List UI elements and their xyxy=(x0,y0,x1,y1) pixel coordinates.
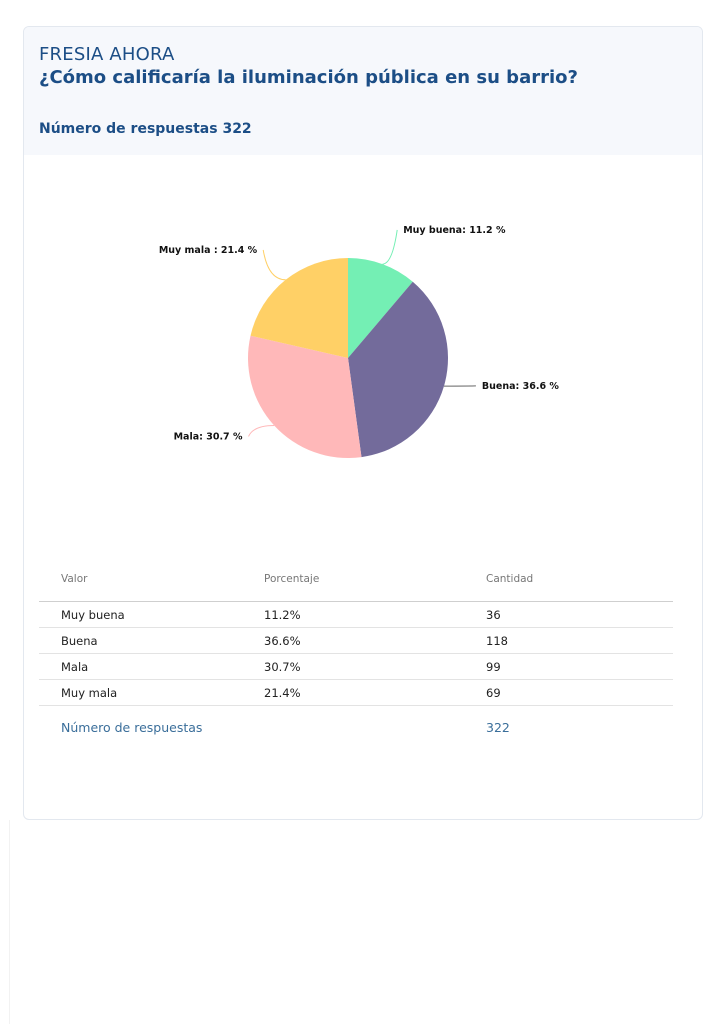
total-label: Número de respuestas xyxy=(61,719,203,735)
pie-chart: Muy buena: 11.2 % Buena: 36.6 % Mala: 30.7… xyxy=(159,225,560,459)
brand-title: FRESIA AHORA xyxy=(39,44,175,65)
pie-slice-muy-buena xyxy=(348,258,413,358)
pie-labels: Muy buena: 11.2 % Buena: 36.6 % Mala: 30.7… xyxy=(159,225,560,443)
pie-label-muy-mala: Muy mala : 21.4 % xyxy=(159,245,258,256)
row-value: Mala xyxy=(39,653,242,680)
row-count: 36 xyxy=(464,601,673,628)
connector-mala xyxy=(248,425,275,437)
page-edge-line xyxy=(9,820,10,1024)
total-value: 322 xyxy=(486,719,510,735)
table-header-row: Valor Porcentaje Cantidad xyxy=(39,557,673,602)
header-cantidad: Cantidad xyxy=(464,557,673,602)
row-value: Muy buena xyxy=(39,601,242,628)
row-percentage: 36.6% xyxy=(242,627,464,654)
connector-muy-mala xyxy=(262,249,286,281)
row-count: 99 xyxy=(464,653,673,680)
pie-label-muy-buena: Muy buena: 11.2 % xyxy=(403,225,506,236)
pie-slice-mala xyxy=(248,335,362,459)
table-row: Muy buena 11.2% 36 xyxy=(39,601,673,628)
row-count: 118 xyxy=(464,627,673,654)
row-value: Buena xyxy=(39,627,242,654)
connector-muy-buena xyxy=(382,229,398,265)
pie-slices xyxy=(248,258,449,459)
label-connectors xyxy=(248,229,476,437)
results-card: FRESIA AHORA ¿Cómo calificaría la ilumin… xyxy=(23,26,703,820)
row-percentage: 21.4% xyxy=(242,679,464,706)
table-row: Buena 36.6% 118 xyxy=(39,627,673,654)
total-row: Número de respuestas 322 xyxy=(39,706,673,749)
responses-count: Número de respuestas 322 xyxy=(39,121,252,137)
table-row: Muy mala 21.4% 69 xyxy=(39,679,673,706)
header-valor: Valor xyxy=(39,557,242,602)
row-value: Muy mala xyxy=(39,679,242,706)
table-row: Mala 30.7% 99 xyxy=(39,653,673,680)
pie-slice-buena xyxy=(348,281,449,458)
results-table: Valor Porcentaje Cantidad Muy buena 11.2… xyxy=(39,557,673,748)
header-porcentaje: Porcentaje xyxy=(242,557,464,602)
pie-slice-muy-mala xyxy=(250,258,348,358)
row-count: 69 xyxy=(464,679,673,706)
row-percentage: 30.7% xyxy=(242,653,464,680)
pie-label-buena: Buena: 36.6 % xyxy=(482,381,559,392)
row-percentage: 11.2% xyxy=(242,601,464,628)
card-header: FRESIA AHORA ¿Cómo calificaría la ilumin… xyxy=(24,27,702,155)
pie-label-mala: Mala: 30.7 % xyxy=(174,431,243,442)
question-title: ¿Cómo calificaría la iluminación pública… xyxy=(39,67,578,88)
